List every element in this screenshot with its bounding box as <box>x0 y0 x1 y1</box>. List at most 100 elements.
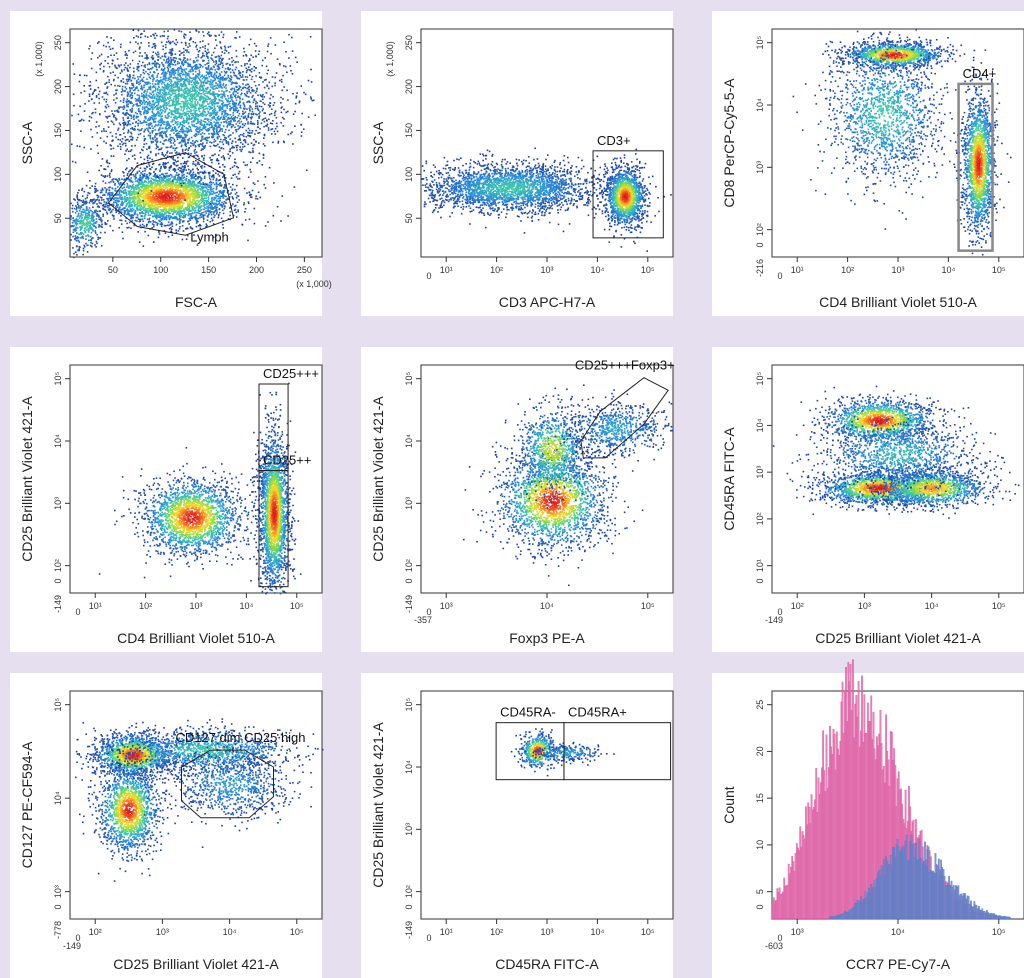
data-point <box>116 199 118 201</box>
data-point <box>132 105 134 107</box>
data-point <box>162 97 165 100</box>
data-point <box>239 104 242 107</box>
data-point <box>186 195 188 197</box>
data-point <box>145 203 147 206</box>
data-point <box>101 223 103 226</box>
data-point <box>114 194 117 196</box>
data-point <box>126 209 128 212</box>
data-point <box>219 149 221 152</box>
data-point <box>105 191 107 194</box>
data-point <box>262 108 264 110</box>
data-point <box>170 204 173 206</box>
data-point <box>166 217 168 219</box>
data-point <box>223 189 226 192</box>
data-point <box>194 211 196 214</box>
data-point <box>184 178 186 181</box>
data-point <box>143 184 146 186</box>
data-point <box>177 201 179 204</box>
data-point <box>207 196 210 199</box>
data-point <box>155 154 157 157</box>
data-point <box>114 189 116 192</box>
data-point <box>157 81 159 84</box>
data-point <box>142 97 145 100</box>
data-point <box>141 181 143 183</box>
data-point <box>192 85 195 88</box>
data-point <box>123 64 126 66</box>
data-point <box>282 98 284 100</box>
data-point <box>221 223 224 226</box>
data-point <box>139 167 142 169</box>
data-point <box>250 196 253 198</box>
data-point <box>158 180 160 182</box>
data-point <box>182 177 185 179</box>
data-point <box>159 209 162 211</box>
data-point <box>102 175 104 177</box>
data-point <box>195 214 198 216</box>
data-point <box>176 186 179 189</box>
data-point <box>127 103 129 105</box>
data-point <box>162 105 165 108</box>
data-point <box>266 125 268 127</box>
data-point <box>171 197 173 200</box>
data-point <box>197 188 200 190</box>
data-point <box>134 144 136 147</box>
data-point <box>164 177 167 179</box>
data-point <box>188 80 191 83</box>
data-point <box>234 208 237 211</box>
data-point <box>159 127 161 129</box>
data-point <box>110 54 112 56</box>
data-point <box>194 196 197 199</box>
data-point <box>180 211 183 213</box>
data-point <box>159 205 162 208</box>
data-point <box>179 123 182 126</box>
data-point <box>164 200 166 202</box>
data-point <box>128 226 130 229</box>
data-point <box>207 62 209 65</box>
data-point <box>144 57 146 59</box>
data-point <box>156 175 159 177</box>
data-point <box>223 156 225 159</box>
data-point <box>257 180 259 182</box>
data-point <box>239 133 242 136</box>
data-point <box>148 119 151 122</box>
data-point <box>257 53 260 55</box>
data-point <box>221 105 224 107</box>
data-point <box>136 200 139 202</box>
data-point <box>250 171 252 173</box>
data-point <box>230 76 233 79</box>
data-point <box>137 196 140 199</box>
data-point <box>155 62 158 64</box>
data-point <box>186 209 188 211</box>
data-point <box>195 92 197 94</box>
data-point <box>188 208 191 210</box>
data-point <box>191 109 193 112</box>
data-point <box>159 128 161 130</box>
data-point <box>126 172 129 175</box>
data-point <box>165 201 168 203</box>
data-point <box>231 87 234 90</box>
data-point <box>151 125 153 127</box>
data-point <box>77 203 79 206</box>
data-point <box>201 177 203 180</box>
data-point <box>212 98 215 101</box>
data-point <box>192 173 195 176</box>
data-point <box>198 163 201 166</box>
data-point <box>221 194 224 197</box>
data-point <box>142 121 145 124</box>
data-point <box>187 110 190 113</box>
data-point <box>147 196 150 199</box>
data-point <box>224 105 227 107</box>
data-point <box>196 140 199 143</box>
data-point <box>163 175 166 178</box>
data-point <box>234 141 237 143</box>
data-point <box>152 208 155 210</box>
data-point <box>222 134 224 136</box>
data-point <box>229 207 231 209</box>
data-point <box>129 185 131 188</box>
data-point <box>219 63 222 66</box>
data-point <box>197 210 200 212</box>
data-point <box>154 136 156 139</box>
data-point <box>198 120 201 123</box>
data-point <box>220 192 223 194</box>
data-point <box>189 210 191 212</box>
